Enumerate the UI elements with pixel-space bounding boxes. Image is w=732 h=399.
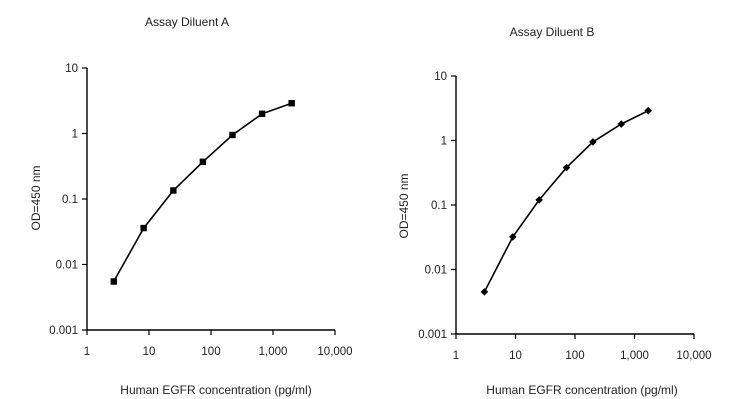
chart-a-x-tick-label: 1 bbox=[84, 346, 90, 358]
chart-b-x-tick-label: 1,000 bbox=[620, 350, 649, 362]
chart-b-data-point bbox=[644, 106, 653, 115]
chart-b-data-point bbox=[508, 233, 517, 241]
chart-panel-b: Assay Diluent B 10 1 0.1 0.01 0.001 1 10 100 1,0… bbox=[370, 0, 732, 399]
chart-b-x-tick-label: 100 bbox=[565, 350, 584, 362]
chart-b-plot-area: 10 1 0.1 0.01 0.001 1 10 100 1,000 10,000 bbox=[418, 71, 711, 362]
chart-a-series-line bbox=[113, 102, 292, 282]
chart-b-y-axis-label: OD=450 nm bbox=[397, 173, 411, 238]
chart-a-y-axis-label: OD=450 nm bbox=[29, 165, 43, 230]
chart-a-y-tick-label: 10 bbox=[65, 63, 78, 75]
chart-panel-a: Assay Diluent A 10 1 0.1 0.01 0.001 1 10 100 1,0… bbox=[29, 15, 353, 397]
chart-a-data-point bbox=[258, 110, 266, 117]
chart-a-svg: Assay Diluent A 10 1 0.1 0.01 0.001 1 10 100 1,0… bbox=[29, 15, 353, 397]
chart-a-title: Assay Diluent A bbox=[145, 15, 229, 29]
chart-a-data-point bbox=[288, 100, 295, 107]
chart-b-svg: Assay Diluent B 10 1 0.1 0.01 0.001 1 10 100 1,0… bbox=[397, 25, 712, 397]
chart-b-y-tick-label: 1 bbox=[441, 136, 447, 148]
chart-b-data-point bbox=[535, 196, 543, 204]
chart-a-data-point bbox=[170, 187, 177, 194]
chart-a-x-tick-label: 10,000 bbox=[317, 346, 352, 358]
chart-a-data-point bbox=[229, 131, 236, 139]
chart-b-y-tick-label: 10 bbox=[434, 71, 447, 83]
chart-a-data-point bbox=[199, 158, 207, 165]
chart-a-x-tick-label: 1,000 bbox=[259, 346, 288, 358]
chart-a-x-tick-label: 10 bbox=[143, 346, 156, 358]
chart-b-series-line bbox=[483, 109, 649, 293]
chart-a-data-point bbox=[140, 224, 147, 232]
chart-b-x-tick-label: 1 bbox=[453, 350, 459, 362]
chart-b-x-tick-label: 10 bbox=[509, 350, 522, 362]
chart-b-title: Assay Diluent B bbox=[510, 25, 595, 39]
chart-b-data-point bbox=[562, 163, 571, 172]
chart-a-x-axis-label: Human EGFR concentration (pg/ml) bbox=[120, 383, 311, 397]
chart-b-data-point bbox=[617, 120, 626, 128]
chart-a-y-tick-label: 0.001 bbox=[49, 325, 78, 337]
chart-b-x-axis-label: Human EGFR concentration (pg/ml) bbox=[486, 383, 677, 397]
chart-b-data-point bbox=[589, 138, 597, 146]
chart-a-x-tick-label: 100 bbox=[201, 346, 220, 358]
chart-b-y-tick-label: 0.1 bbox=[431, 200, 447, 212]
chart-a-y-tick-label: 1 bbox=[72, 129, 78, 141]
chart-a-y-tick-label: 0.01 bbox=[56, 260, 78, 272]
chart-b-y-tick-label: 0.01 bbox=[425, 265, 447, 277]
chart-b-y-tick-label: 0.001 bbox=[418, 329, 447, 341]
chart-b-data-point bbox=[480, 288, 489, 296]
chart-a-y-tick-label: 0.1 bbox=[62, 194, 78, 206]
chart-b-x-tick-label: 10,000 bbox=[676, 350, 711, 362]
chart-a-data-point bbox=[110, 278, 117, 285]
chart-a-plot-area: 10 1 0.1 0.01 0.001 1 10 100 1,000 10,000 bbox=[49, 63, 352, 358]
